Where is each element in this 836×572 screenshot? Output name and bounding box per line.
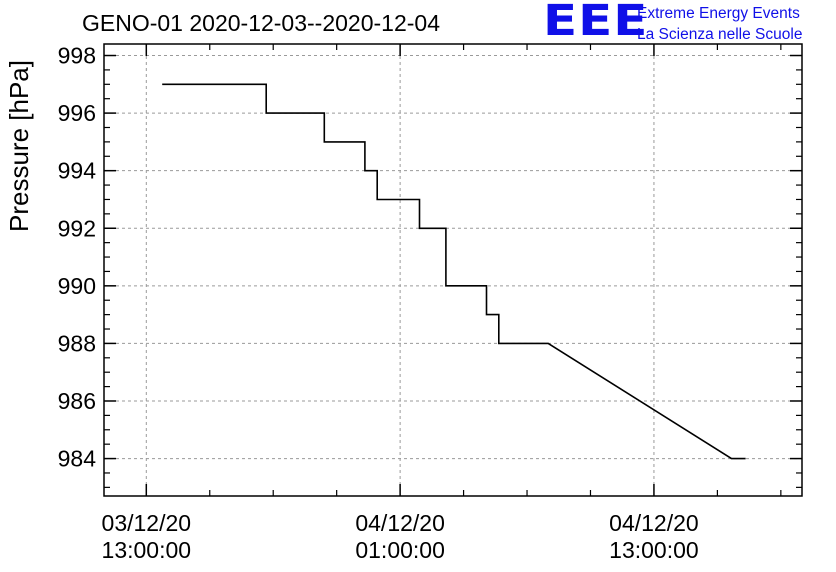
- y-tick-label: 990: [58, 273, 96, 299]
- y-tick-label: 994: [58, 158, 97, 184]
- pressure-series-line: [162, 83, 746, 460]
- y-tick-label: 992: [58, 215, 96, 241]
- y-tick-label: 986: [58, 388, 96, 414]
- y-axis-label: Pressure [hPa]: [4, 60, 34, 232]
- x-tick-label-date: 03/12/20: [102, 510, 192, 536]
- chart-title: GENO-01 2020-12-03--2020-12-04: [82, 10, 440, 36]
- y-tick-label: 998: [58, 43, 96, 69]
- x-tick-label-time: 01:00:00: [355, 537, 445, 563]
- x-tick-label-time: 13:00:00: [609, 537, 699, 563]
- y-tick-label: 996: [58, 100, 96, 126]
- x-tick-label-time: 13:00:00: [102, 537, 192, 563]
- y-tick-label: 988: [58, 330, 96, 356]
- y-tick-label: 984: [58, 446, 97, 472]
- eee-logo: EEE: [543, 0, 649, 46]
- x-tick-label-date: 04/12/20: [609, 510, 699, 536]
- logo-line-2: La Scienza nelle Scuole: [637, 26, 803, 43]
- logo-line-1: Extreme Energy Events: [637, 5, 800, 22]
- x-tick-label-date: 04/12/20: [355, 510, 445, 536]
- plot-frame: [103, 43, 803, 497]
- logo-text: Extreme Energy Events La Scienza nelle S…: [637, 3, 802, 45]
